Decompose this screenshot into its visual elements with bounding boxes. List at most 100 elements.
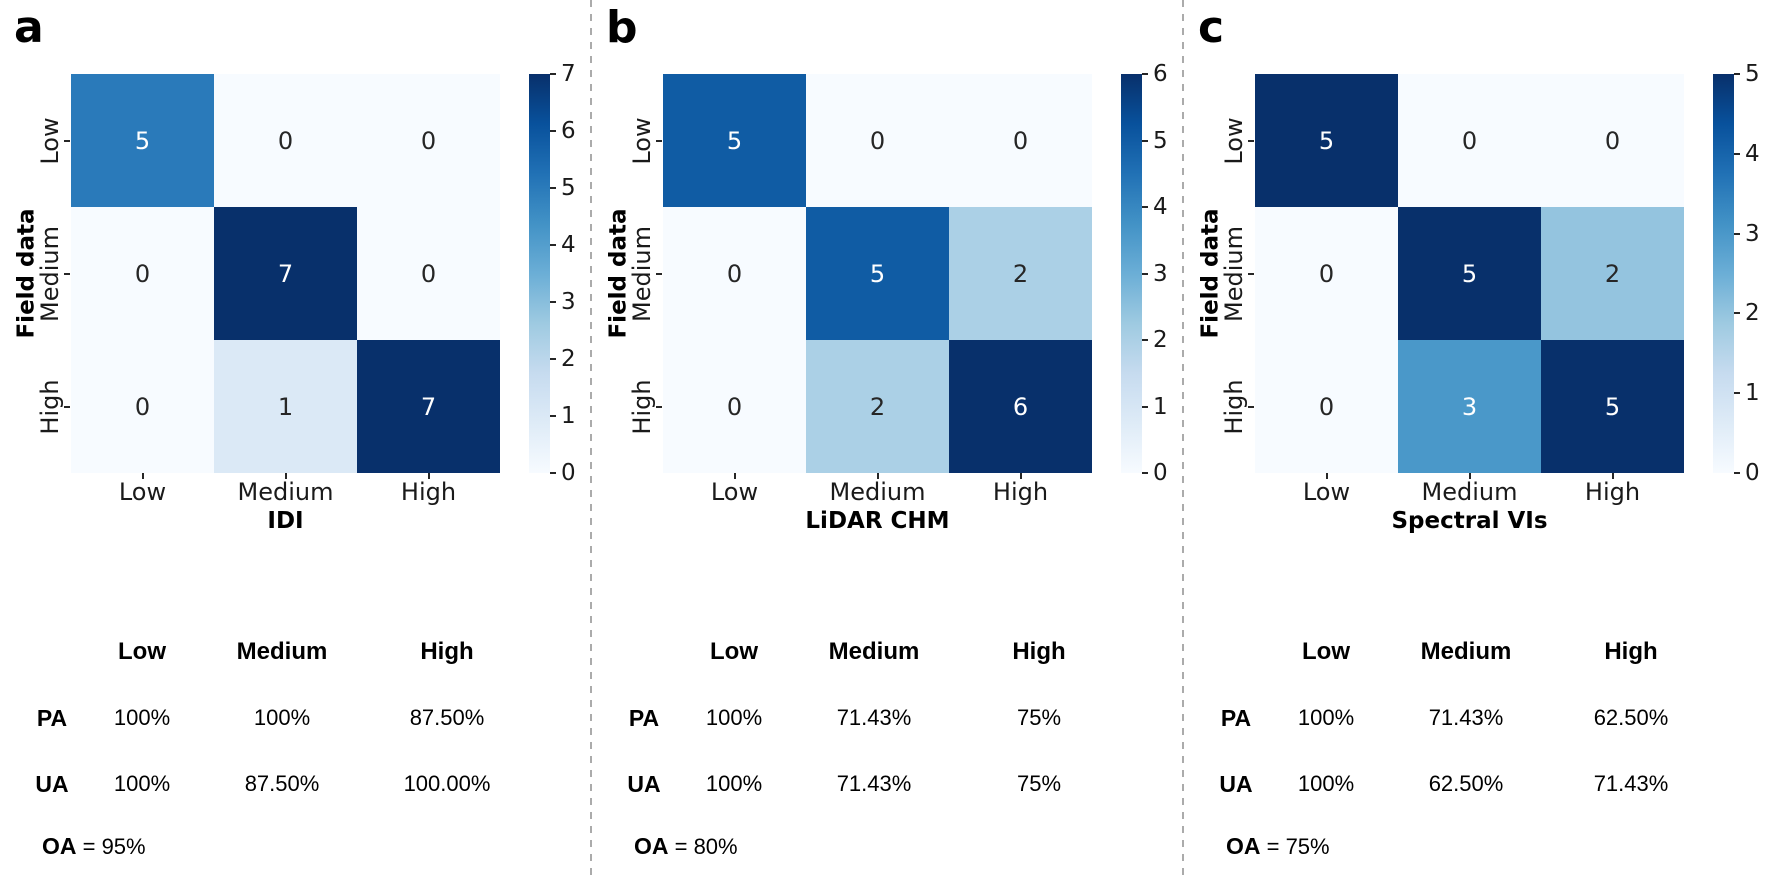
x-tick-label: Low bbox=[118, 478, 167, 506]
colorbar-tick-label: 1 bbox=[1745, 380, 1760, 407]
panel-divider bbox=[590, 0, 592, 882]
colorbar-tick-label: 1 bbox=[561, 403, 576, 429]
y-tick-label: Medium bbox=[1220, 225, 1248, 322]
table-row-label-pa: PA bbox=[36, 704, 68, 731]
colorbar-tick-mark bbox=[550, 415, 556, 417]
y-tick-mark bbox=[64, 272, 70, 275]
cell-low-high: 0 bbox=[357, 74, 500, 207]
x-tick-mark bbox=[1468, 473, 1471, 479]
colorbar-tick-mark bbox=[1734, 472, 1740, 474]
table-value-ua-medium: 71.43% bbox=[836, 771, 912, 796]
y-tick-label: High bbox=[36, 378, 64, 435]
x-tick-label: Low bbox=[1302, 478, 1351, 506]
y-tick-mark bbox=[656, 139, 662, 142]
colorbar-tick-mark bbox=[1734, 73, 1740, 75]
colorbar-tick-mark bbox=[550, 358, 556, 360]
table-value-ua-high: 100.00% bbox=[403, 771, 491, 796]
table-header-low: Low bbox=[118, 638, 166, 665]
cell-high-low: 0 bbox=[71, 340, 214, 473]
cell-medium-high: 2 bbox=[949, 207, 1092, 340]
table-value-pa-medium: 71.43% bbox=[836, 705, 912, 730]
cell-low-medium: 0 bbox=[1398, 74, 1541, 207]
x-tick-label: High bbox=[400, 478, 457, 506]
table-row-label-ua: UA bbox=[627, 770, 661, 797]
oa-label: OA bbox=[42, 833, 77, 859]
y-tick-mark bbox=[1248, 139, 1254, 142]
cell-high-medium: 2 bbox=[806, 340, 949, 473]
table-value-ua-medium: 87.50% bbox=[244, 771, 320, 796]
cell-high-medium: 3 bbox=[1398, 340, 1541, 473]
cell-medium-medium: 5 bbox=[1398, 207, 1541, 340]
table-value-pa-medium: 71.43% bbox=[1428, 705, 1504, 730]
cell-low-low: 5 bbox=[71, 74, 214, 207]
colorbar-tick-mark bbox=[1734, 232, 1740, 235]
colorbar-tick-label: 5 bbox=[561, 175, 576, 201]
colorbar-tick-label: 0 bbox=[1745, 460, 1760, 486]
table-row-label-pa: PA bbox=[1220, 704, 1252, 731]
colorbar-tick-label: 2 bbox=[1153, 327, 1168, 353]
table-header-medium: Medium bbox=[236, 638, 328, 665]
cell-low-medium: 0 bbox=[806, 74, 949, 207]
table-header-high: High bbox=[1012, 638, 1066, 665]
table-header-high: High bbox=[1604, 638, 1658, 665]
colorbar-tick-label: 1 bbox=[1153, 393, 1168, 420]
panel-divider bbox=[1182, 0, 1184, 882]
table-header-high: High bbox=[420, 638, 474, 665]
table-header-medium: Medium bbox=[1420, 638, 1512, 665]
colorbar-tick-mark bbox=[550, 472, 556, 474]
x-axis-label: LiDAR CHM bbox=[805, 508, 950, 534]
colorbar-tick-mark bbox=[1734, 312, 1740, 315]
y-tick-mark bbox=[656, 405, 662, 408]
colorbar-tick-mark bbox=[1142, 206, 1148, 208]
table-header-low: Low bbox=[710, 638, 758, 665]
colorbar-tick-mark bbox=[550, 301, 556, 303]
cell-medium-low: 0 bbox=[71, 207, 214, 340]
x-tick-label: Medium bbox=[237, 478, 334, 506]
colorbar-tick-mark bbox=[1142, 272, 1148, 275]
colorbar-tick-mark bbox=[1734, 392, 1740, 395]
overall-accuracy: OA = 80% bbox=[634, 833, 738, 859]
cell-medium-low: 0 bbox=[663, 207, 806, 340]
colorbar-tick-mark bbox=[1142, 73, 1148, 75]
table-value-pa-low: 100% bbox=[705, 705, 763, 730]
colorbar-tick-label: 7 bbox=[561, 61, 576, 87]
accuracy-table: Low Medium High PA 100% 71.43% 75% UA 100% 71.43%… bbox=[614, 619, 1124, 817]
colorbar-tick-label: 4 bbox=[561, 232, 576, 258]
colorbar-tick-label: 3 bbox=[561, 289, 576, 315]
table-value-pa-low: 100% bbox=[113, 705, 171, 730]
x-tick-label: High bbox=[1584, 478, 1641, 506]
cell-medium-high: 0 bbox=[357, 207, 500, 340]
accuracy-table: Low Medium High PA 100% 71.43% 62.50% UA 100% 62.… bbox=[1206, 619, 1716, 817]
table-value-pa-medium: 100% bbox=[253, 705, 311, 730]
panel-letter: c bbox=[1198, 2, 1225, 53]
x-tick-label: Low bbox=[710, 478, 759, 506]
x-tick-label: High bbox=[992, 478, 1049, 506]
cell-medium-medium: 5 bbox=[806, 207, 949, 340]
colorbar-tick-label: 2 bbox=[561, 346, 576, 372]
cell-high-low: 0 bbox=[1255, 340, 1398, 473]
colorbar-tick-mark bbox=[550, 187, 556, 189]
colorbar-tick-label: 6 bbox=[1153, 61, 1168, 87]
x-axis-label: Spectral VIs bbox=[1391, 508, 1548, 534]
colorbar-tick-mark bbox=[1734, 152, 1740, 155]
colorbar bbox=[1121, 74, 1142, 473]
accuracy-table: Low Medium High PA 100% 100% 87.50% UA 100% 87.50… bbox=[22, 619, 532, 817]
oa-label: OA bbox=[634, 833, 669, 859]
colorbar-tick-label: 3 bbox=[1745, 220, 1760, 247]
x-tick-label: Medium bbox=[1421, 478, 1518, 506]
oa-label: OA bbox=[1226, 833, 1261, 859]
x-tick-mark bbox=[1019, 473, 1022, 479]
cell-low-high: 0 bbox=[1541, 74, 1684, 207]
table-row-label-ua: UA bbox=[1219, 770, 1253, 797]
y-tick-mark bbox=[64, 405, 70, 408]
x-tick-mark bbox=[1325, 473, 1328, 479]
y-tick-mark bbox=[64, 139, 70, 142]
table-value-ua-low: 100% bbox=[705, 771, 763, 796]
x-tick-mark bbox=[876, 473, 879, 479]
x-tick-mark bbox=[427, 473, 430, 479]
